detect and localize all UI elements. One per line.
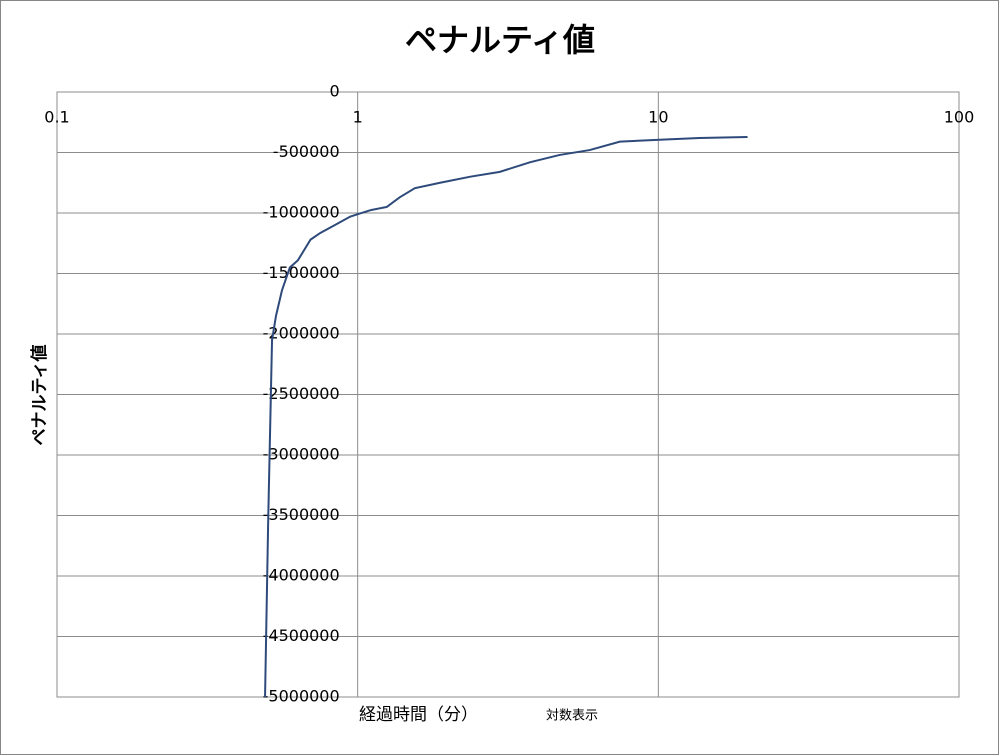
x-tick-label: 100: [944, 108, 975, 127]
x-axis-note: 対数表示: [546, 709, 598, 724]
y-tick-label: -5000000: [263, 687, 340, 706]
x-tick-label: 10: [648, 108, 668, 127]
y-axis-title: ペナルティ値: [29, 345, 50, 446]
y-tick-label: 0: [329, 82, 339, 101]
y-tick-label: -4000000: [263, 566, 340, 585]
x-axis-title: 経過時間（分）: [359, 705, 478, 725]
x-tick-label: 1: [353, 108, 363, 127]
x-tick-label: 0.1: [44, 108, 69, 127]
y-tick-label: -2500000: [263, 384, 340, 403]
y-tick-label: -4500000: [263, 626, 340, 645]
chart-title: ペナルティ値: [405, 21, 595, 59]
y-tick-label: -500000: [273, 142, 340, 161]
y-tick-label: -1500000: [263, 263, 340, 282]
y-tick-label: -2000000: [263, 324, 340, 343]
y-tick-label: -1000000: [263, 203, 340, 222]
y-tick-label: -3500000: [263, 505, 340, 524]
y-tick-label: -3000000: [263, 445, 340, 464]
data-line: [264, 136, 748, 698]
